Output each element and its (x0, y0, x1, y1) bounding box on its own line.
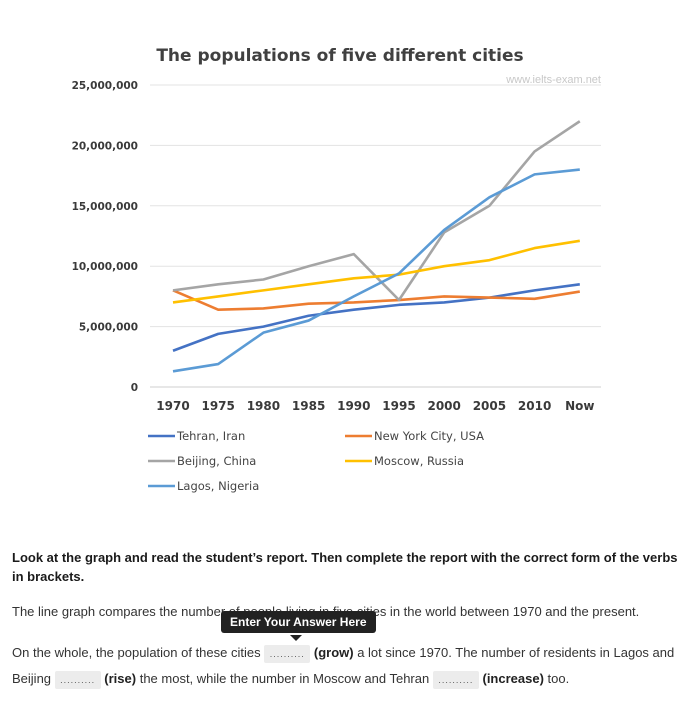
verb-hint: (increase) (482, 671, 544, 686)
answer-blank-rise[interactable]: .......... (54, 670, 101, 689)
legend-label: Tehran, Iran (176, 429, 245, 443)
y-axis: 0 5,000,000 10,000,000 15,000,000 20,000,000… (72, 80, 138, 394)
x-tick-label: 1975 (201, 399, 234, 413)
tooltip-arrow (290, 635, 302, 641)
report-paragraph-2: On the whole, the population of these ci… (12, 640, 688, 692)
x-tick-label: 2000 (427, 399, 460, 413)
x-tick-label: 2005 (473, 399, 506, 413)
y-tick-label: 15,000,000 (72, 201, 138, 213)
y-tick-label: 10,000,000 (72, 261, 138, 273)
x-tick-label: 1985 (292, 399, 325, 413)
answer-tooltip: Enter Your Answer Here (221, 611, 376, 633)
series-line-tehran-iran (172, 283, 580, 352)
verb-hint: (rise) (104, 671, 137, 686)
legend-label: New York City, USA (374, 429, 484, 443)
y-tick-label: 20,000,000 (72, 140, 138, 152)
exercise-section: Look at the graph and read the student’s… (12, 548, 688, 689)
x-axis: 1970 1975 1980 1985 1990 1995 2000 2005 2010 Now (156, 399, 594, 413)
verb-hint: (grow) (313, 645, 354, 660)
x-tick-label: 1970 (156, 399, 189, 413)
answer-blank-increase[interactable]: .......... (432, 670, 479, 689)
grid (150, 84, 601, 388)
instruction-text: Look at the graph and read the student’s… (12, 550, 678, 584)
legend-label: Lagos, Nigeria (177, 479, 259, 493)
series-line-lagos-nigeria (172, 168, 580, 373)
x-tick-label: Now (565, 399, 594, 413)
report-text: a lot since 1970. The number of resident… (12, 645, 675, 686)
line-chart: The populations of five different cities… (72, 46, 601, 493)
series-line-beijing-china (172, 120, 581, 302)
x-tick-label: 1980 (247, 399, 280, 413)
x-tick-label: 1995 (382, 399, 415, 413)
answer-blank-grow[interactable]: .......... (264, 644, 311, 663)
chart-svg: The populations of five different cities… (72, 46, 601, 493)
report-text: too. (547, 671, 570, 686)
legend: Tehran, Iran New York City, USA Beijing, C… (148, 429, 484, 493)
legend-label: Moscow, Russia (374, 454, 464, 468)
legend-label: Beijing, China (177, 454, 256, 468)
x-tick-label: 2010 (518, 399, 551, 413)
series-lines (172, 120, 581, 373)
report-text: the most, while the number in Moscow and… (139, 671, 430, 686)
series-line-new-york-city-usa (172, 289, 581, 311)
report-text: On the whole, the population of these ci… (12, 645, 261, 660)
y-tick-label: 0 (131, 382, 138, 394)
x-tick-label: 1990 (337, 399, 370, 413)
y-tick-label: 5,000,000 (79, 322, 138, 334)
series-line-moscow-russia (172, 239, 581, 304)
y-tick-label: 25,000,000 (72, 80, 138, 92)
chart-title: The populations of five different cities (156, 46, 523, 66)
watermark: www.ielts-exam.net (505, 74, 601, 86)
